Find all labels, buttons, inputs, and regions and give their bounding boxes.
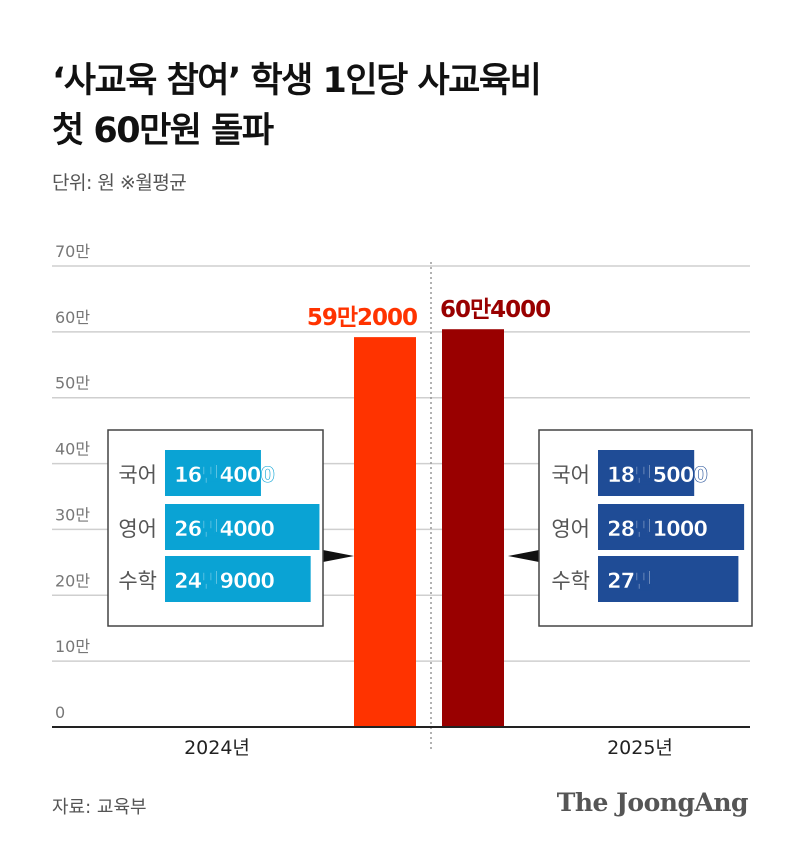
- y-tick-label: 60만: [55, 308, 90, 327]
- y-tick-label: 50만: [55, 374, 90, 393]
- inset-value-label: 24만9000: [174, 569, 274, 593]
- inset-value-label: 27만: [607, 569, 653, 593]
- y-tick-label: 40만: [55, 440, 90, 459]
- inset-bar: [598, 556, 739, 602]
- x-tick-label: 2025년: [607, 737, 673, 759]
- y-tick-label: 10만: [55, 637, 90, 656]
- unit-note: 단위: 원 ※월평균: [52, 172, 187, 194]
- inset-bar: [598, 450, 695, 496]
- chart-title-line-1: ‘사교육 참여’ 학생 1인당 사교육비: [52, 61, 542, 101]
- y-tick-label: 30만: [55, 505, 90, 524]
- inset-value-label: 18만5000: [607, 463, 707, 487]
- inset-bar: [165, 504, 320, 550]
- callout-pointer: [323, 550, 354, 562]
- inset-subject-label: 영어: [551, 517, 590, 541]
- bar-2024년: [354, 337, 416, 727]
- inset-subject-label: 수학: [118, 569, 157, 593]
- source-note: 자료: 교육부: [52, 797, 147, 818]
- inset-subject-label: 국어: [551, 463, 590, 487]
- callout-pointer: [508, 550, 539, 562]
- inset-subject-label: 영어: [118, 517, 157, 541]
- y-tick-label: 0: [55, 703, 65, 722]
- y-tick-label: 70만: [55, 242, 90, 261]
- inset-value-label: 16만4000: [174, 463, 274, 487]
- inset-subject-label: 수학: [551, 569, 590, 593]
- bar-2025년: [442, 329, 504, 727]
- publisher-logo: The JoongAng: [556, 788, 749, 817]
- inset-bar: [165, 556, 311, 602]
- inset-value-label: 26만4000: [174, 517, 274, 541]
- bar-data-label: 60만4000: [440, 297, 550, 323]
- inset-bar: [165, 450, 261, 496]
- bar-data-label: 59만2000: [307, 305, 417, 331]
- x-tick-label: 2024년: [184, 737, 250, 759]
- inset-value-label: 28만1000: [607, 517, 707, 541]
- chart-title-line-2: 첫 60만원 돌파: [52, 111, 274, 151]
- y-tick-label: 20만: [55, 571, 90, 590]
- inset-bar: [598, 504, 745, 550]
- inset-subject-label: 국어: [118, 463, 157, 487]
